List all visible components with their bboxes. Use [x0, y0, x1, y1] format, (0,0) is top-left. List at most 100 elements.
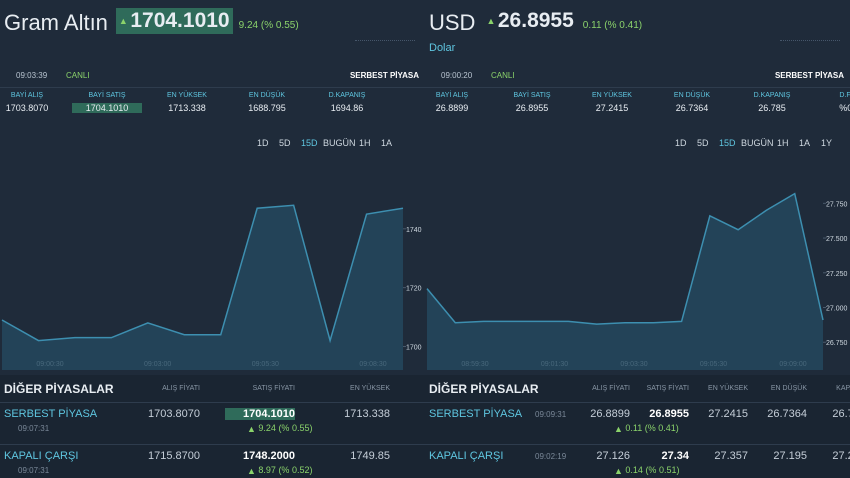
cell: 1704.1010	[225, 408, 295, 420]
stat-value: 1704.1010	[72, 103, 142, 113]
range-button[interactable]: 5D	[697, 138, 709, 148]
range-button[interactable]: 15D	[301, 138, 318, 148]
range-button[interactable]: 1D	[257, 138, 269, 148]
row-divider	[425, 444, 850, 445]
market-name[interactable]: SERBEST PİYASA	[4, 408, 98, 420]
range-button[interactable]: 1Y	[821, 138, 833, 148]
y-tick-label: 27.000	[826, 306, 848, 313]
subtitle: Dolar	[429, 42, 456, 54]
area	[2, 205, 403, 370]
stat-value: 26.8899	[435, 103, 469, 113]
stat-label: BAYİ ALIŞ	[435, 92, 469, 99]
cell: 1715.8700	[148, 450, 200, 462]
market[interactable]: SERBEST PİYASA	[349, 71, 419, 80]
line-chart: 26.75027.00027.25027.50027.75008:59:3009…	[426, 192, 848, 370]
range-button[interactable]: 1D	[675, 138, 687, 148]
column-header: SATIŞ FİYATI	[646, 385, 689, 392]
cell: 26.8899	[590, 408, 630, 420]
stat-value: 26.7364	[675, 103, 709, 113]
instrument-name: USD	[429, 10, 476, 35]
toolbar[interactable]	[355, 40, 415, 53]
status: CANLI	[66, 71, 90, 80]
stat-value: 26.785	[758, 103, 786, 113]
cell: 26.7364	[767, 408, 807, 420]
stat-label: EN DÜŞÜK	[673, 92, 711, 99]
stat-value: 1688.795	[248, 103, 286, 113]
range-button[interactable]: 1A	[381, 138, 393, 148]
range-button[interactable]: 1H	[359, 138, 371, 148]
stat-value: 1703.8070	[5, 103, 49, 113]
market[interactable]: SERBEST PİYASA	[774, 71, 844, 80]
row-time: 09:07:31	[18, 466, 50, 475]
range-button[interactable]: BUGÜN	[323, 138, 356, 148]
stat-label: D.KAPANIŞ	[753, 92, 791, 99]
stat-label: D.FARK	[839, 92, 850, 99]
row-time: 09:09:31	[535, 410, 567, 419]
stat-value: 27.2415	[595, 103, 629, 113]
toolbar[interactable]	[780, 40, 840, 53]
line-chart: 17001720174009:00:3009:03:0009:05:3009:0…	[1, 204, 422, 370]
row-change: 0.11 (% 0.41)	[614, 423, 678, 434]
y-tick-label: 1740	[406, 227, 422, 234]
stat-label: EN YÜKSEK	[167, 92, 207, 99]
column-header: ALIŞ FİYATI	[592, 385, 630, 392]
row-divider	[425, 402, 850, 403]
section-title: DİĞER PİYASALAR	[429, 382, 539, 396]
cell: 1749.85	[350, 450, 390, 462]
section	[0, 375, 425, 478]
stat-label: BAYİ ALIŞ	[10, 92, 44, 99]
range-button[interactable]: BUGÜN	[741, 138, 774, 148]
line	[1, 204, 404, 344]
column-header: EN YÜKSEK	[708, 385, 748, 392]
cell: 1748.2000	[243, 450, 295, 462]
market-name[interactable]: KAPALI ÇARŞI	[429, 450, 504, 462]
range-button[interactable]: 1H	[777, 138, 789, 148]
cell: 27.357	[714, 450, 748, 462]
stat-label: BAYİ SATIŞ	[513, 92, 551, 99]
row-change: 0.14 (% 0.51)	[614, 465, 679, 476]
stat-value: 1713.338	[168, 103, 206, 113]
panel: Gram Altın 1704.1010 9.24 (% 0.55) 09:03:39…	[0, 0, 425, 478]
area	[427, 193, 823, 370]
y-tick-label: 27.250	[826, 271, 848, 278]
cell: 27.195	[773, 450, 807, 462]
market-name[interactable]: SERBEST PİYASA	[429, 408, 523, 420]
range-button[interactable]: 15D	[719, 138, 736, 148]
section-title: DİĞER PİYASALAR	[4, 382, 114, 396]
range-button[interactable]: 5D	[279, 138, 291, 148]
y-tick-label: 26.750	[826, 340, 848, 347]
row-time: 09:02:19	[535, 452, 567, 461]
cell: 27.34	[661, 450, 689, 462]
y-tick-label: 27.500	[826, 236, 848, 243]
cell: 26.8955	[649, 408, 689, 420]
cell: 1713.338	[344, 408, 390, 420]
column-header: KAPANIŞ	[836, 385, 850, 392]
y-tick-label: 1720	[406, 286, 422, 293]
row-time: 09:07:31	[18, 424, 50, 433]
instrument-name: Gram Altın	[4, 10, 108, 35]
stat-value: %0.41	[839, 103, 850, 113]
time: 09:03:39	[16, 71, 48, 80]
divider	[425, 87, 850, 88]
column-header: EN DÜŞÜK	[770, 385, 807, 392]
cell: 26.785	[832, 408, 850, 420]
stat-value: 26.8955	[515, 103, 549, 113]
stat-label: EN DÜŞÜK	[248, 92, 286, 99]
y-tick-label: 1700	[406, 344, 422, 351]
stat-label: BAYİ SATIŞ	[88, 92, 126, 99]
price: 1704.1010	[115, 8, 233, 34]
price: 26.8955	[483, 8, 576, 34]
range-button[interactable]: 1A	[799, 138, 811, 148]
column-header: ALIŞ FİYATI	[162, 385, 200, 392]
stat-label: EN YÜKSEK	[592, 92, 632, 99]
divider	[0, 87, 425, 88]
panel: USD 26.8955 0.11 (% 0.41) Dolar 09:00:20 CANL…	[425, 0, 850, 478]
cell: 27.2415	[708, 408, 748, 420]
row-divider	[0, 402, 425, 403]
line	[426, 192, 824, 325]
market-name[interactable]: KAPALI ÇARŞI	[4, 450, 79, 462]
row-change: 8.97 (% 0.52)	[247, 465, 312, 476]
stat-value: 1694.86	[330, 103, 364, 113]
column-header: EN YÜKSEK	[350, 385, 390, 392]
